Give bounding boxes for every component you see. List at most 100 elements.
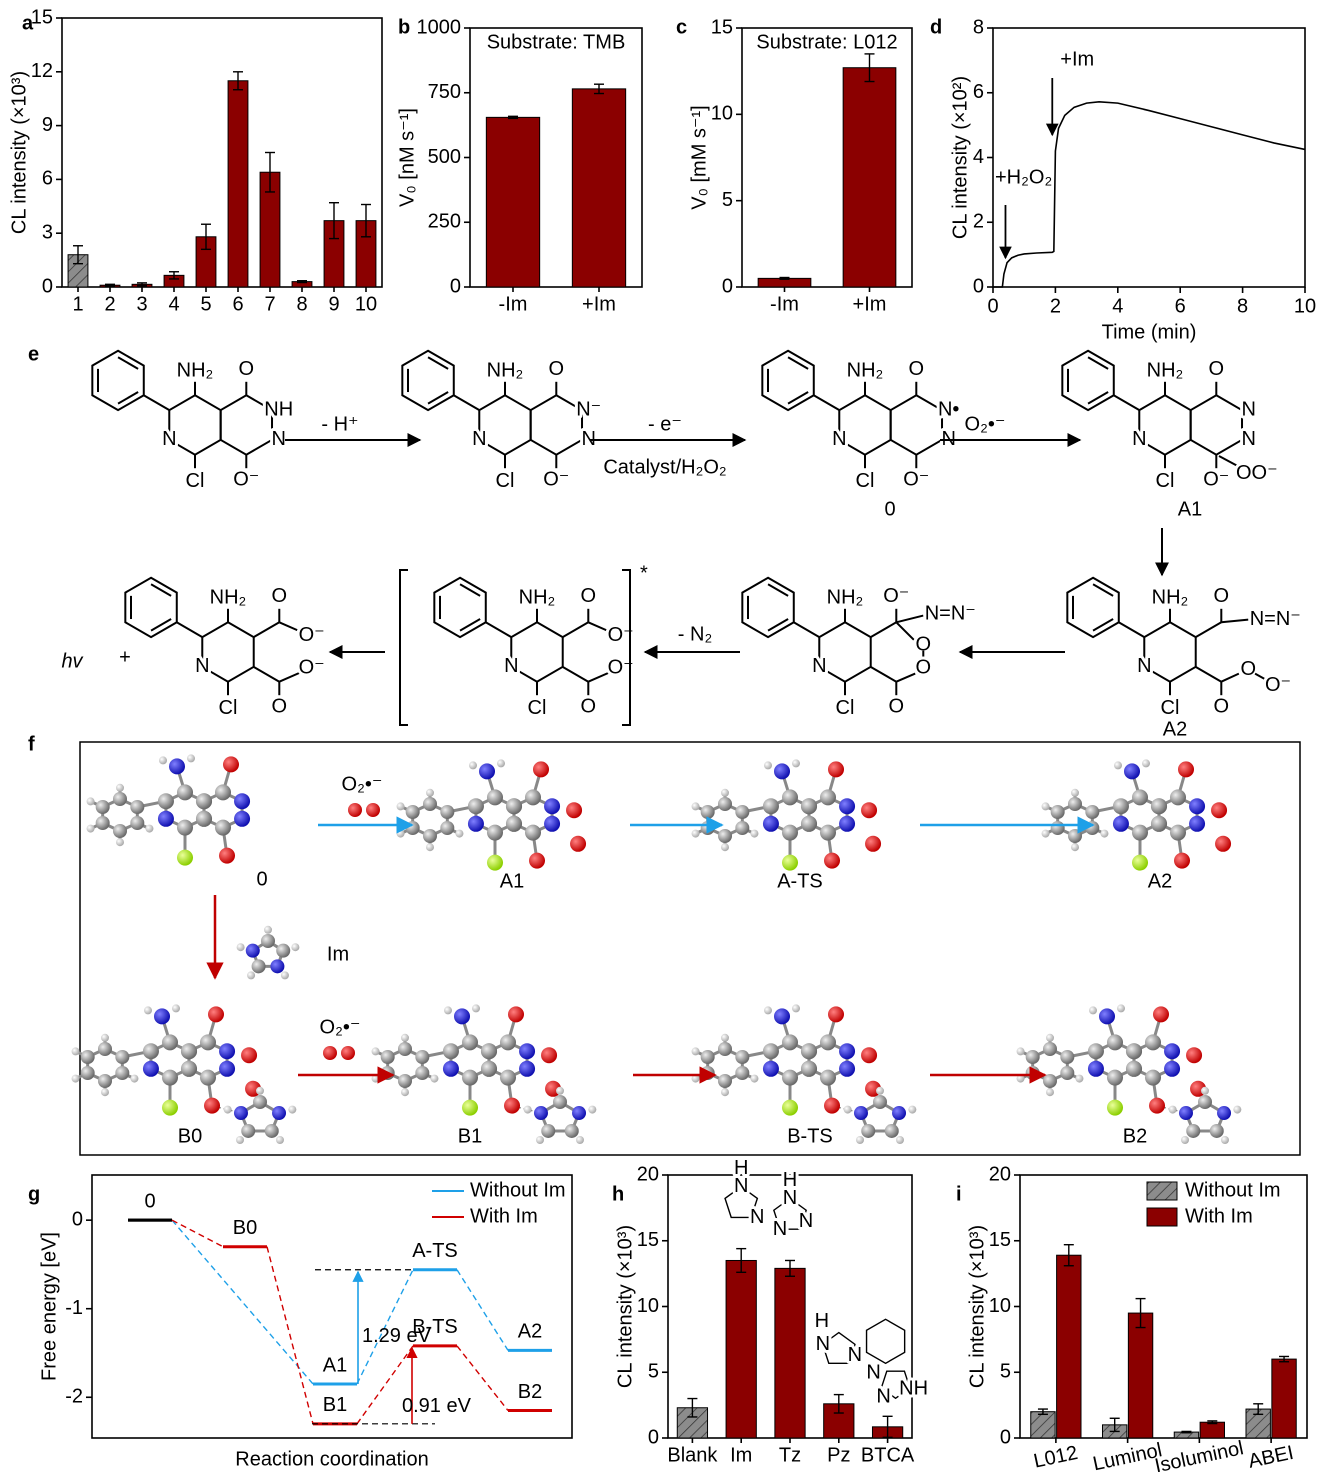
bar — [1057, 1255, 1081, 1438]
atom-ball — [1126, 1043, 1142, 1059]
atom-label: O — [549, 358, 565, 380]
atom-ball — [1089, 1006, 1097, 1014]
bond — [428, 357, 448, 369]
atom-ball — [529, 853, 545, 869]
compound-label: 0 — [884, 498, 895, 520]
atom-label: N⁻ — [576, 398, 601, 420]
atom-ball — [215, 784, 231, 800]
atom-label: O — [1214, 696, 1230, 718]
atom-ball — [1179, 1106, 1193, 1120]
bar — [726, 1260, 756, 1438]
atom-ball — [215, 820, 231, 836]
atom-label: NH₂ — [1152, 586, 1189, 608]
bond — [563, 667, 589, 682]
y-tick-label: 250 — [428, 211, 461, 233]
barrier-label: 1.29 eV — [362, 1325, 432, 1347]
atom-ball — [481, 1061, 497, 1077]
y-tick-label: 20 — [989, 1163, 1011, 1185]
structure-ring — [867, 1319, 905, 1363]
atom-ball — [525, 789, 541, 805]
atom-ball — [276, 1136, 284, 1144]
atom-ball — [1170, 825, 1186, 841]
atom-ball — [782, 825, 798, 841]
structure-atom: N — [734, 1175, 748, 1197]
atom-ball — [525, 825, 541, 841]
connector — [267, 1247, 313, 1424]
ball-and-stick — [72, 1004, 297, 1144]
state-label: B1 — [323, 1394, 347, 1416]
bond — [454, 395, 480, 410]
atom-ball — [130, 800, 144, 814]
structure-atom: N — [773, 1218, 787, 1240]
bond — [768, 619, 788, 631]
y-tick-label: 15 — [31, 6, 53, 28]
bar — [1128, 1313, 1152, 1438]
x-tick-label: 9 — [328, 293, 339, 315]
bond — [428, 392, 448, 404]
atom-ball — [735, 1050, 749, 1064]
atom-ball — [116, 838, 124, 846]
atom-ball — [764, 761, 772, 769]
atom-ball — [288, 1106, 296, 1114]
y-tick-label: 0 — [1000, 1426, 1011, 1448]
atom-ball — [750, 830, 758, 838]
atom-ball — [782, 855, 798, 871]
atom-ball — [763, 1043, 779, 1059]
atom-ball — [854, 1106, 868, 1120]
atom-ball — [1017, 1047, 1025, 1055]
atom-ball — [820, 1070, 836, 1086]
y-tick-label: 10 — [989, 1295, 1011, 1317]
atom-ball — [782, 1100, 798, 1116]
atom-ball — [219, 1061, 235, 1077]
atom-ball — [1100, 830, 1108, 838]
atom-ball — [1145, 1070, 1161, 1086]
atom-ball — [519, 1061, 535, 1077]
panel-label: c — [676, 16, 687, 38]
bar — [775, 1268, 805, 1438]
atom-ball — [1169, 1106, 1177, 1114]
bond — [1088, 357, 1108, 369]
ball-and-stick — [372, 1004, 597, 1144]
atom-ball — [472, 1004, 480, 1012]
reagent-label: - H⁺ — [321, 413, 358, 435]
reagent-label: O₂•⁻ — [965, 413, 1006, 435]
atom-ball — [506, 816, 522, 832]
phenyl-ring — [762, 351, 813, 410]
atom-label: O — [1209, 358, 1225, 380]
atom-ball — [224, 1106, 232, 1114]
atom-ball — [234, 811, 250, 827]
structure-atom: N — [876, 1386, 890, 1408]
atom-label: Cl — [1156, 470, 1175, 492]
atom-ball — [462, 1034, 478, 1050]
atom-ball — [246, 944, 260, 958]
x-tick-label: +Im — [853, 293, 887, 315]
y-tick-label: 0 — [722, 275, 733, 297]
atom-label: O⁻ — [299, 624, 325, 646]
atom-ball — [566, 802, 582, 818]
panel-label: i — [956, 1183, 962, 1205]
atom-ball — [264, 926, 272, 934]
atom-ball — [397, 830, 405, 838]
y-tick-label: 2 — [973, 211, 984, 233]
atom-ball — [544, 798, 560, 814]
atom-label: N — [1241, 398, 1255, 420]
atom-ball — [570, 836, 586, 852]
atom-ball — [1145, 1034, 1161, 1050]
x-tick-label: 2 — [1050, 295, 1061, 317]
structure-label: B-TS — [787, 1125, 833, 1147]
y-axis-label: CL intensity (×10³) — [966, 1225, 988, 1388]
atom-label: N — [812, 655, 826, 677]
atom-ball — [159, 756, 167, 764]
atom-ball — [72, 1047, 80, 1055]
x-tick-label: BTCA — [861, 1444, 915, 1466]
atom-ball — [462, 1070, 478, 1086]
atom-ball — [861, 1047, 877, 1063]
legend-label: Without Im — [1185, 1179, 1281, 1201]
atom-ball — [401, 1034, 409, 1042]
y-tick-label: 500 — [428, 146, 461, 168]
atom-ball — [896, 1136, 904, 1144]
atom-ball — [113, 792, 127, 806]
atom-ball — [1060, 1066, 1074, 1080]
molecule: NH₂NClO⁻N=N⁻OOO — [742, 578, 976, 719]
atom-ball — [763, 798, 779, 814]
